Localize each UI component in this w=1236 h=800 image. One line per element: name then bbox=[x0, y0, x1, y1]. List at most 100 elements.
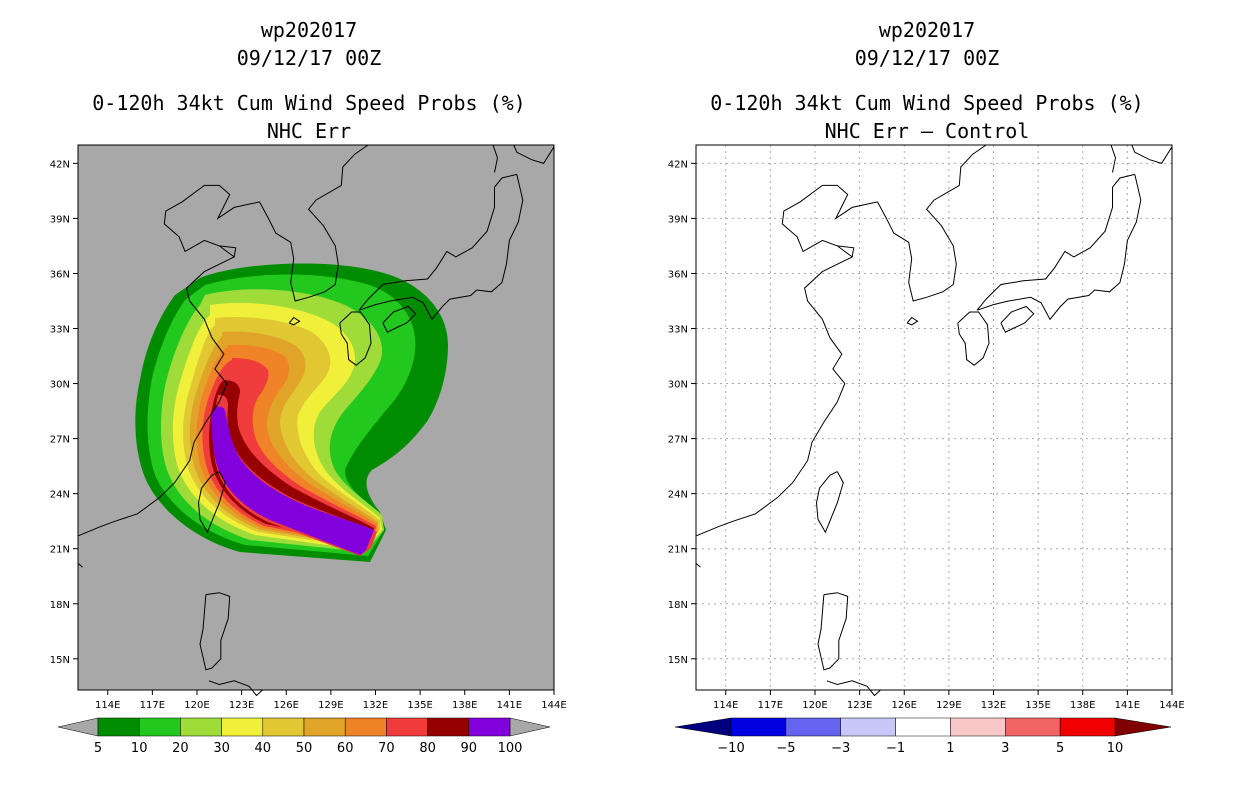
lon-label: 129E bbox=[936, 700, 961, 711]
lat-label: 21N bbox=[668, 545, 688, 556]
lon-label: 114E bbox=[95, 700, 120, 711]
probability-swath bbox=[135, 263, 449, 562]
colorbar-label: 70 bbox=[378, 741, 395, 756]
colorbar-label: 5 bbox=[1056, 741, 1064, 756]
axis-ticks: 114E 117E 120E 123E 126E 129E 132E 135E 138E 141E… bbox=[50, 159, 567, 711]
lat-label: 18N bbox=[668, 600, 688, 611]
colorbar-label: −5 bbox=[776, 741, 795, 756]
coast-korea bbox=[259, 144, 369, 302]
coast-taiwan bbox=[197, 471, 226, 534]
colorbar-bin bbox=[344, 717, 387, 737]
lon-label: 117E bbox=[140, 700, 165, 711]
lat-label: 21N bbox=[50, 545, 70, 556]
coast-shandong-tip bbox=[219, 245, 237, 257]
right-panel: wp202017 09/12/17 00Z 0-120h 34kt Cum Wi… bbox=[618, 0, 1236, 800]
colorbar-bin bbox=[1059, 717, 1116, 737]
lat-label: 27N bbox=[50, 435, 70, 446]
colorbar-label: −10 bbox=[717, 741, 744, 756]
lon-label: 144E bbox=[541, 700, 566, 711]
colorbar-label: 100 bbox=[498, 741, 523, 756]
probability-colorbar: 5 10 20 30 40 50 60 70 80 90 100 bbox=[57, 717, 551, 756]
coast-shikoku bbox=[382, 305, 417, 333]
coast-china-coast bbox=[695, 184, 878, 537]
colorbar-bin bbox=[840, 717, 896, 737]
map-frame bbox=[695, 144, 1173, 691]
lat-label: 39N bbox=[50, 214, 70, 225]
map-background bbox=[696, 145, 1172, 690]
coast-china-coast bbox=[77, 184, 260, 537]
lon-label: 132E bbox=[981, 700, 1006, 711]
colorbar-label: 10 bbox=[131, 741, 148, 756]
colorbar-label: 50 bbox=[296, 741, 313, 756]
lat-label: 36N bbox=[50, 269, 70, 280]
lon-label: 123E bbox=[847, 700, 872, 711]
product-title: 0-120h 34kt Cum Wind Speed Probs (%) bbox=[92, 91, 526, 115]
lat-label: 42N bbox=[50, 159, 70, 170]
colorbar-bin bbox=[468, 717, 511, 737]
colorbar-bin bbox=[386, 717, 428, 737]
colorbar-bin bbox=[97, 717, 140, 737]
lon-label: 144E bbox=[1159, 700, 1184, 711]
coast-honshu-south bbox=[358, 174, 524, 321]
lat-label: 36N bbox=[668, 269, 688, 280]
lon-label: 120E bbox=[802, 700, 827, 711]
product-title: 0-120h 34kt Cum Wind Speed Probs (%) bbox=[710, 91, 1144, 115]
lat-label: 24N bbox=[668, 490, 688, 501]
lon-label: 135E bbox=[1025, 700, 1050, 711]
colorbar-label: −3 bbox=[831, 741, 850, 756]
colorbar-label: 10 bbox=[1107, 741, 1124, 756]
lon-label: 141E bbox=[497, 700, 522, 711]
lat-label: 30N bbox=[668, 380, 688, 391]
colorbar-arrow-low bbox=[674, 717, 732, 737]
colorbar-label: −1 bbox=[886, 741, 905, 756]
coast-korea bbox=[877, 144, 987, 302]
coast-honshu-north bbox=[358, 173, 517, 311]
coast-hainan bbox=[695, 563, 701, 568]
colorbar-bin bbox=[785, 717, 841, 737]
colorbar-label: 1 bbox=[946, 741, 954, 756]
lat-label: 27N bbox=[668, 435, 688, 446]
colorbar-arrow-low bbox=[57, 717, 99, 737]
map-frame bbox=[77, 144, 555, 691]
axis-ticks: 114E 117E 120E 123E 126E 129E 132E 135E 138E 141E… bbox=[668, 159, 1185, 711]
coast-southern-philippines bbox=[208, 680, 263, 697]
storm-id: wp202017 bbox=[878, 18, 976, 42]
lat-label: 24N bbox=[50, 490, 70, 501]
coast-honshu-south bbox=[976, 174, 1142, 321]
coast-shandong-tip bbox=[837, 245, 855, 257]
lat-label: 15N bbox=[668, 655, 688, 666]
coast-shikoku bbox=[1000, 305, 1035, 333]
difference-colorbar: −10 −5 −3 −1 1 3 5 10 bbox=[674, 717, 1172, 756]
left-panel: wp202017 09/12/17 00Z 0-120h 34kt Cum Wi… bbox=[50, 18, 567, 756]
lon-label: 129E bbox=[318, 700, 343, 711]
lon-label: 138E bbox=[452, 700, 477, 711]
coast-hainan bbox=[77, 563, 83, 568]
forecast-datetime: 09/12/17 00Z bbox=[236, 46, 382, 70]
coastlines bbox=[77, 144, 555, 697]
colorbar-label: 5 bbox=[94, 741, 102, 756]
lon-label: 117E bbox=[758, 700, 783, 711]
lat-label: 15N bbox=[50, 655, 70, 666]
coast-jeju bbox=[906, 316, 919, 326]
coast-kyushu bbox=[957, 311, 990, 366]
coast-luzon bbox=[817, 592, 849, 671]
colorbar-bin bbox=[950, 717, 1006, 737]
colorbar-bin bbox=[138, 717, 181, 737]
lon-label: 138E bbox=[1070, 700, 1095, 711]
colorbar-label: 30 bbox=[213, 741, 230, 756]
colorbar-label: 60 bbox=[337, 741, 354, 756]
lon-label: 132E bbox=[363, 700, 388, 711]
colorbar-label: 20 bbox=[172, 741, 189, 756]
coast-hokkaido bbox=[492, 144, 555, 173]
colorbar-bin bbox=[262, 717, 305, 737]
swath-100pct bbox=[211, 406, 374, 555]
lon-label: 114E bbox=[713, 700, 738, 711]
colorbar-bin bbox=[221, 717, 264, 737]
lat-label: 30N bbox=[50, 380, 70, 391]
coastlines bbox=[695, 144, 1173, 697]
coast-jeju bbox=[288, 316, 301, 326]
lon-label: 123E bbox=[229, 700, 254, 711]
forecast-datetime: 09/12/17 00Z bbox=[854, 46, 1000, 70]
left-map-svg: 114E 117E 120E 123E 126E 129E 132E 135E 138E 141E… bbox=[50, 144, 567, 756]
colorbar-arrow-high bbox=[1114, 717, 1172, 737]
